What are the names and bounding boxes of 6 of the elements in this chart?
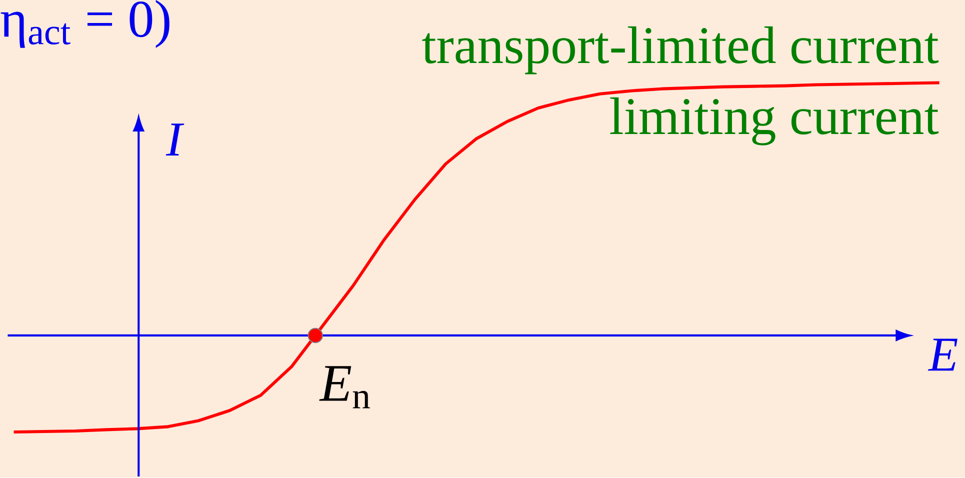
annotation: E$_{n}$ — [319, 366, 370, 408]
text: η$_{act}$ = 0) — [0, 0, 170, 48]
text: transport-limited current — [422, 26, 939, 74]
x-axis-title: E — [928, 339, 958, 371]
annotation: limiting current — [610, 98, 939, 146]
y-axis-title: I — [166, 124, 184, 156]
